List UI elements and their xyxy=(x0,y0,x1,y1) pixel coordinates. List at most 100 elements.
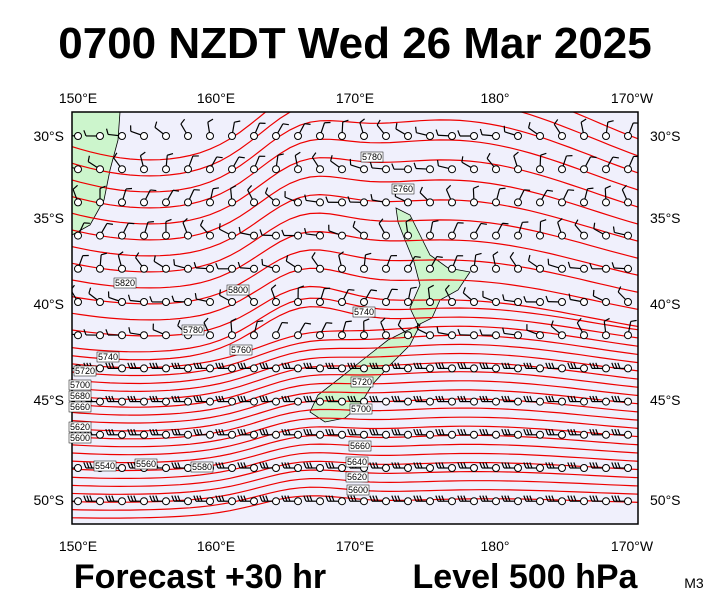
barb-flag xyxy=(479,362,483,369)
barb-flag xyxy=(435,129,439,136)
station xyxy=(96,497,104,506)
station xyxy=(602,364,610,373)
station xyxy=(426,397,434,406)
station xyxy=(536,165,544,174)
barb-flag xyxy=(167,153,174,156)
barb-flag xyxy=(331,395,335,402)
barb-flag xyxy=(589,462,593,469)
station xyxy=(294,231,302,240)
barb-flag xyxy=(375,428,379,436)
contour-label: 5620 xyxy=(347,472,367,482)
station xyxy=(448,464,456,472)
barb-flag xyxy=(68,496,70,502)
barb-flag xyxy=(391,462,395,469)
contour-label: 5620 xyxy=(70,422,90,432)
barb-flag xyxy=(413,462,417,469)
barb-flag xyxy=(432,220,439,223)
barb-flag xyxy=(415,126,417,133)
barb-flag xyxy=(463,428,467,436)
barb-flag xyxy=(570,362,574,369)
station xyxy=(602,298,610,306)
station xyxy=(206,364,214,373)
contour-label-box xyxy=(346,484,370,496)
barb-flag xyxy=(328,395,332,402)
station xyxy=(228,464,236,472)
barb-flag xyxy=(284,395,288,402)
contour-label: 5700 xyxy=(351,404,371,414)
barb-flag xyxy=(419,495,423,502)
station xyxy=(294,264,302,273)
barb-flag xyxy=(306,462,310,469)
barb-flag xyxy=(545,428,549,436)
barb-flag xyxy=(504,395,508,402)
barb-flag xyxy=(369,395,373,402)
barb-flag xyxy=(215,495,219,502)
station xyxy=(206,298,214,306)
station xyxy=(580,298,588,306)
barb-flag xyxy=(240,462,244,469)
left-lat-label: 35°S xyxy=(33,210,64,226)
barb-flag xyxy=(182,218,188,223)
station xyxy=(426,298,434,306)
barb-flag xyxy=(369,462,373,469)
barb-flag xyxy=(507,462,511,469)
station xyxy=(514,298,522,306)
barb-flag xyxy=(460,495,464,502)
barb-flag xyxy=(259,428,263,436)
barb-flag xyxy=(545,395,549,402)
station xyxy=(492,397,500,406)
barb-flag xyxy=(574,219,579,226)
barb-flag xyxy=(573,428,577,436)
barb-flag xyxy=(457,395,461,402)
barb-flag xyxy=(127,462,131,469)
station xyxy=(206,331,214,340)
station xyxy=(580,198,588,207)
barb-flag xyxy=(394,395,398,402)
barb-flag xyxy=(413,162,417,169)
barb-flag xyxy=(311,152,317,158)
station xyxy=(140,132,148,140)
barb-flag xyxy=(281,428,285,436)
right-lat-label: 45°S xyxy=(650,392,681,408)
barb-flag xyxy=(548,462,552,469)
station xyxy=(536,464,544,472)
station xyxy=(470,397,478,406)
contour-line xyxy=(72,112,638,177)
contours xyxy=(72,112,638,519)
station xyxy=(272,165,280,174)
contour-line xyxy=(72,416,638,448)
station xyxy=(118,132,126,140)
station xyxy=(360,198,368,207)
station xyxy=(624,397,632,406)
barb-flag xyxy=(83,462,87,469)
barb-flag xyxy=(457,362,461,369)
barb-flag xyxy=(589,428,593,436)
barb-flag xyxy=(221,395,225,402)
barb-flag xyxy=(435,362,439,369)
station xyxy=(382,264,390,273)
station xyxy=(206,165,214,174)
station xyxy=(162,397,170,406)
barb-flag xyxy=(436,159,439,167)
station xyxy=(184,397,192,406)
station xyxy=(118,397,126,406)
barb-flag xyxy=(611,262,615,269)
barb-flag xyxy=(287,462,291,469)
barb-flag xyxy=(551,495,555,502)
barb-flag xyxy=(262,495,266,502)
barb-flag xyxy=(306,362,310,369)
station xyxy=(162,430,170,439)
barb-flag xyxy=(108,428,112,436)
station xyxy=(426,165,434,174)
station xyxy=(162,364,170,373)
barb-flag xyxy=(567,495,571,502)
barb-flag xyxy=(353,362,357,369)
station xyxy=(294,430,302,439)
station xyxy=(360,364,368,373)
station xyxy=(580,430,588,439)
barb-flag xyxy=(413,362,417,369)
barb-flag xyxy=(237,261,241,268)
station xyxy=(514,397,522,406)
barb-flag xyxy=(127,362,131,369)
station xyxy=(382,430,390,439)
